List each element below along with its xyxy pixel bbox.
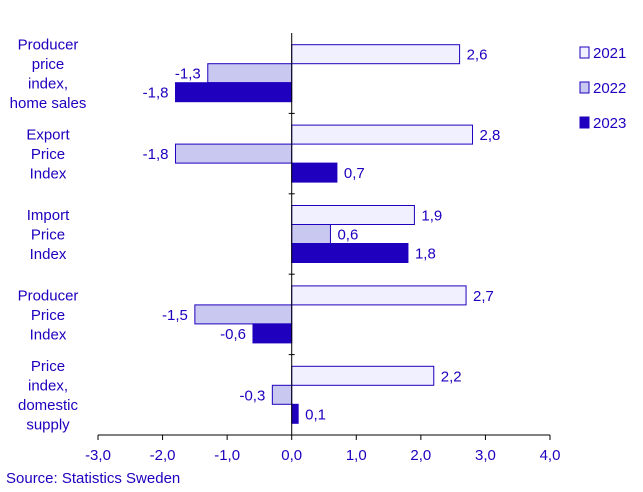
data-label-2021-0: 2,6 — [467, 47, 488, 64]
bar-2021-1 — [291, 124, 474, 145]
bar-2022-0 — [207, 63, 293, 84]
data-label-2022-1: -1,8 — [143, 146, 169, 163]
category-label-1-1: Price — [31, 146, 65, 163]
category-label-2-2: Index — [30, 246, 67, 263]
category-label-3-1: Price — [31, 307, 65, 324]
data-label-2021-2: 1,9 — [421, 208, 442, 225]
data-label-2023-2: 1,8 — [415, 246, 436, 263]
bar-2021-0 — [291, 44, 461, 65]
bar-2023-3 — [252, 323, 293, 344]
data-label-2021-3: 2,7 — [473, 288, 494, 305]
data-label-2023-1: 0,7 — [344, 165, 365, 182]
x-tick-label-2: -1,0 — [214, 447, 240, 464]
x-tick-label-7: 4,0 — [540, 447, 561, 464]
x-tick-label-1: -2,0 — [150, 447, 176, 464]
category-label-4-2: domestic — [18, 397, 79, 414]
bar-2021-3 — [291, 285, 467, 306]
category-label-1-2: Index — [30, 166, 67, 183]
bar-2023-0 — [174, 82, 293, 103]
legend-label-2022: 2022 — [593, 80, 626, 97]
data-label-2023-0: -1,8 — [143, 85, 169, 102]
legend-label-2023: 2023 — [593, 115, 626, 132]
bar-2023-1 — [291, 162, 338, 183]
bar-2022-1 — [174, 143, 293, 164]
category-label-0-2: index, — [28, 75, 68, 92]
category-label-2-0: Import — [27, 207, 70, 224]
category-label-4-1: index, — [28, 378, 68, 395]
legend-swatch-2022 — [579, 81, 590, 94]
data-label-2022-3: -1,5 — [162, 307, 188, 324]
legend-label-2021: 2021 — [593, 45, 626, 62]
data-label-2023-4: 0,1 — [305, 406, 326, 423]
category-label-1-0: Export — [26, 127, 70, 144]
category-label-4-0: Price — [31, 358, 65, 375]
bar-2023-4 — [291, 403, 299, 424]
data-label-2022-2: 0,6 — [337, 227, 358, 244]
bar-2021-2 — [291, 205, 415, 225]
legend-swatch-2021 — [579, 46, 590, 59]
bar-2022-4 — [271, 384, 293, 405]
x-tick-label-6: 3,0 — [475, 447, 496, 464]
source-note: Source: Statistics Sweden — [6, 470, 181, 487]
data-label-2022-0: -1,3 — [175, 66, 201, 83]
bar-2022-2 — [291, 224, 331, 244]
x-tick-label-4: 1,0 — [346, 447, 367, 464]
category-label-0-1: price — [32, 56, 65, 73]
legend-swatch-2023 — [579, 116, 590, 129]
x-tick-label-5: 2,0 — [410, 447, 431, 464]
x-tick-label-0: -3,0 — [85, 447, 111, 464]
bar-2022-3 — [194, 304, 293, 325]
data-label-2021-1: 2,8 — [480, 127, 501, 144]
category-label-0-0: Producer — [18, 36, 79, 53]
category-label-0-3: home sales — [10, 95, 87, 112]
category-label-3-2: Index — [30, 326, 67, 343]
category-label-2-1: Price — [31, 227, 65, 244]
category-label-3-0: Producer — [18, 287, 79, 304]
category-label-4-3: supply — [26, 417, 70, 434]
data-label-2023-3: -0,6 — [220, 326, 246, 343]
bar-2021-4 — [291, 365, 435, 386]
data-label-2021-4: 2,2 — [441, 368, 462, 385]
data-label-2022-4: -0,3 — [239, 387, 265, 404]
x-tick-label-3: 0,0 — [281, 447, 302, 464]
bar-2023-2 — [291, 243, 409, 263]
